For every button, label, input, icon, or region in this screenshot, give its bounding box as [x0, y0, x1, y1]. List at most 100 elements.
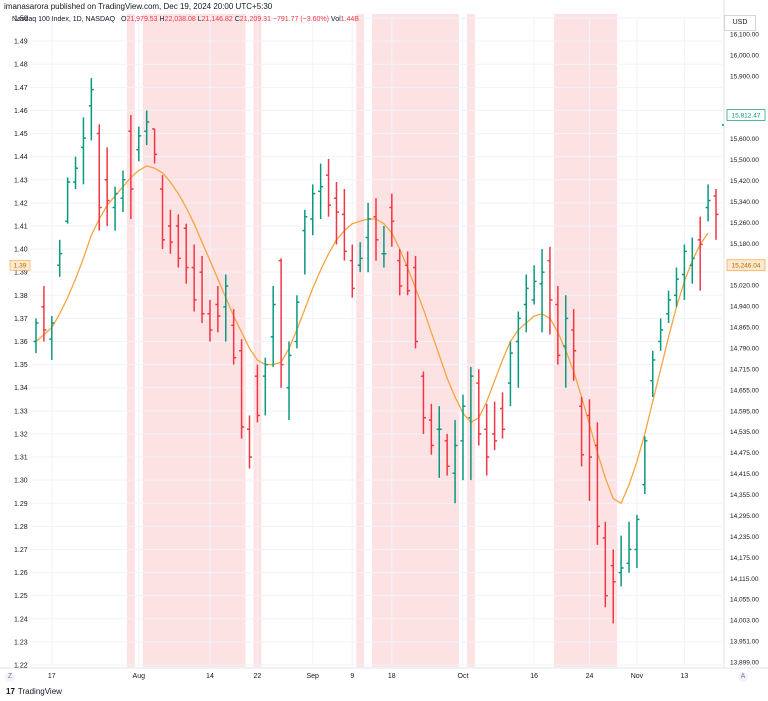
- ohlc-bar[interactable]: [492, 401, 498, 451]
- ohlc-bar[interactable]: [270, 286, 276, 367]
- ohlc-bar[interactable]: [460, 394, 466, 481]
- ohlc-bar[interactable]: [673, 267, 679, 307]
- ohlc-bar[interactable]: [357, 242, 363, 273]
- ohlc-bar[interactable]: [697, 216, 703, 291]
- ohlc-bar[interactable]: [33, 318, 39, 354]
- ohlc-bar[interactable]: [618, 535, 624, 587]
- left-axis-tick-label: 1.38: [14, 293, 28, 300]
- ohlc-bar[interactable]: [160, 175, 166, 250]
- ohlc-bar[interactable]: [80, 117, 86, 185]
- ohlc-bar[interactable]: [468, 366, 474, 481]
- ohlc-bar[interactable]: [515, 311, 521, 388]
- ohlc-bar[interactable]: [96, 124, 102, 231]
- ohlc-bar[interactable]: [373, 198, 379, 261]
- ohlc-bar[interactable]: [167, 209, 173, 254]
- ohlc-bar[interactable]: [262, 357, 268, 416]
- ohlc-bar[interactable]: [602, 521, 608, 608]
- ohlc-bar[interactable]: [500, 392, 506, 439]
- tradingview-brand[interactable]: 17 TradingView: [6, 687, 62, 696]
- ohlc-bar[interactable]: [152, 128, 158, 164]
- ohlc-bar[interactable]: [349, 244, 355, 298]
- ohlc-bar[interactable]: [571, 309, 577, 381]
- ohlc-bar[interactable]: [523, 274, 529, 333]
- left-axis-tick-label: 1.42: [14, 200, 28, 207]
- last-price-marker: [722, 124, 724, 127]
- ohlc-bar[interactable]: [246, 415, 252, 469]
- ohlc-bar[interactable]: [405, 251, 411, 296]
- ohlc-bar[interactable]: [183, 223, 189, 284]
- ohlc-bar[interactable]: [476, 369, 482, 446]
- ohlc-bar[interactable]: [294, 295, 300, 349]
- ohlc-bar[interactable]: [444, 433, 450, 476]
- ohlc-bar[interactable]: [555, 286, 561, 365]
- ohlc-bar[interactable]: [128, 115, 134, 220]
- ohlc-bar[interactable]: [507, 341, 513, 407]
- ohlc-bar[interactable]: [681, 244, 687, 300]
- ohlc-bar[interactable]: [579, 396, 585, 467]
- ohlc-bar[interactable]: [365, 202, 371, 273]
- ohlc-bar[interactable]: [207, 299, 213, 342]
- ohlc-bar[interactable]: [658, 318, 664, 351]
- left-axis-tick-label: 1.30: [14, 478, 28, 485]
- ohlc-bar[interactable]: [389, 193, 395, 247]
- ohlc-bar[interactable]: [594, 422, 600, 545]
- high-label: H: [159, 16, 165, 23]
- ohlc-bar[interactable]: [397, 249, 403, 296]
- ohlc-bar[interactable]: [713, 188, 719, 240]
- ohlc-bar[interactable]: [610, 549, 616, 624]
- ohlc-bar[interactable]: [254, 364, 260, 423]
- ohlc-bar[interactable]: [642, 436, 648, 495]
- ohlc-bar[interactable]: [49, 316, 55, 360]
- ohlc-bar[interactable]: [563, 295, 569, 388]
- ohlc-bar[interactable]: [326, 158, 332, 217]
- ohlc-bar[interactable]: [73, 156, 79, 189]
- ohlc-bar[interactable]: [223, 274, 229, 342]
- ohlc-bar[interactable]: [112, 186, 118, 231]
- ohlc-bar[interactable]: [57, 239, 63, 277]
- ohlc-bar[interactable]: [310, 184, 316, 236]
- ohlc-bar[interactable]: [199, 256, 205, 324]
- ohlc-bar[interactable]: [381, 225, 387, 268]
- ohlc-bar[interactable]: [144, 110, 150, 146]
- ohlc-bar[interactable]: [341, 188, 347, 261]
- ohlc-bar[interactable]: [136, 126, 142, 162]
- ohlc-bar[interactable]: [420, 371, 426, 434]
- ohlc-bar[interactable]: [705, 184, 711, 222]
- ohlc-bar[interactable]: [104, 147, 110, 226]
- ohlc-bar[interactable]: [634, 514, 640, 568]
- ohlc-bar[interactable]: [452, 420, 458, 504]
- ohlc-bar[interactable]: [302, 209, 308, 275]
- ohlc-bar[interactable]: [436, 406, 442, 478]
- ohlc-bar[interactable]: [428, 403, 434, 455]
- ohlc-bar[interactable]: [539, 249, 545, 333]
- ohlc-bar[interactable]: [286, 341, 292, 421]
- ohlc-bar[interactable]: [666, 290, 672, 324]
- ohlc-bar[interactable]: [65, 177, 71, 224]
- currency-button[interactable]: USD: [724, 15, 756, 31]
- last-price-label: 15,812.47: [732, 113, 761, 120]
- ohlc-bar[interactable]: [175, 214, 181, 268]
- ohlc-bar[interactable]: [120, 170, 126, 213]
- ohlc-bar[interactable]: [278, 258, 284, 388]
- ohlc-bar[interactable]: [318, 163, 324, 220]
- auto-scale-left-button[interactable]: Z: [5, 672, 15, 682]
- ohlc-bar[interactable]: [231, 309, 237, 365]
- ohlc-bar[interactable]: [626, 521, 632, 573]
- ohlc-bar[interactable]: [531, 265, 537, 305]
- ohlc-bar[interactable]: [413, 256, 419, 349]
- ohlc-bar[interactable]: [484, 403, 490, 476]
- symbol-name[interactable]: Nasdaq 100 Index, 1D, NASDAQ: [12, 16, 116, 23]
- ohlc-bar[interactable]: [650, 350, 656, 397]
- ohlc-bar[interactable]: [586, 399, 592, 501]
- left-axis-tick-label: 1.46: [14, 108, 28, 115]
- auto-scale-right-button[interactable]: A: [738, 672, 748, 682]
- ohlc-bar[interactable]: [191, 244, 197, 312]
- ohlc-bar[interactable]: [547, 246, 553, 335]
- ohlc-bar[interactable]: [689, 237, 695, 284]
- ohlc-bar[interactable]: [88, 78, 94, 141]
- ohlc-bar[interactable]: [333, 182, 339, 245]
- ohlc-bar[interactable]: [41, 286, 47, 342]
- ohlc-bar[interactable]: [215, 286, 221, 333]
- ohlc-bar[interactable]: [239, 339, 245, 439]
